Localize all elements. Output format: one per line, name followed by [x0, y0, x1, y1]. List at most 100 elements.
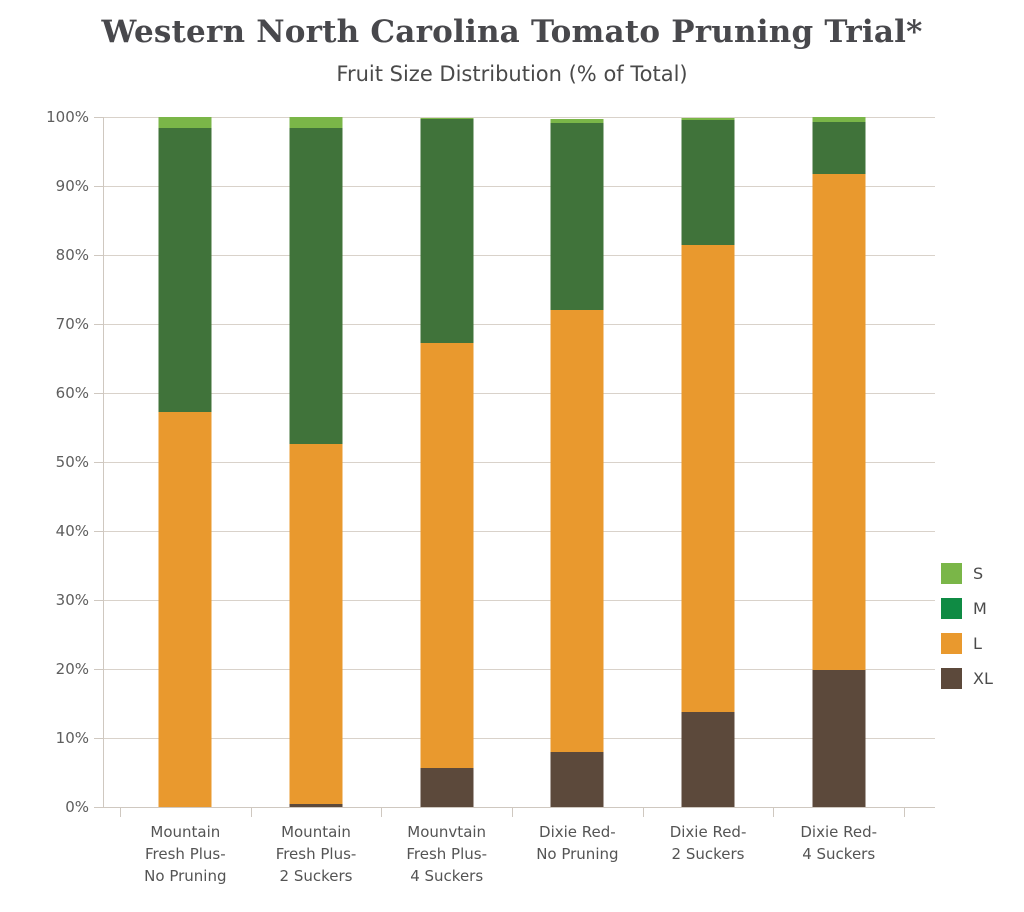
- x-axis-label-line: Mounvtain: [407, 823, 487, 841]
- x-axis-labels: Mountain Fresh Plus- No Pruning Mountain Fre…: [120, 821, 904, 887]
- bar-segment-s: [158, 117, 212, 129]
- x-axis-label-line: Fresh Plus-: [275, 845, 357, 863]
- x-axis-label-line: Dixie Red-: [539, 823, 616, 841]
- x-axis-category-label: Dixie Red- 2 Suckers: [643, 821, 774, 887]
- gridline: [103, 462, 935, 463]
- gridline: [103, 255, 935, 256]
- legend: S M L XL: [941, 563, 993, 703]
- x-axis-category-label: Mountain Fresh Plus- 2 Suckers: [251, 821, 382, 887]
- bar-column: [643, 117, 774, 807]
- bar-column: [773, 117, 904, 807]
- bars-row: [120, 117, 904, 807]
- bar-segment-s: [812, 117, 866, 122]
- gridline: [103, 738, 935, 739]
- legend-swatch-l: [941, 633, 962, 654]
- gridline: [103, 186, 935, 187]
- x-axis-tick: [250, 807, 252, 817]
- chart-subtitle: Fruit Size Distribution (% of Total): [336, 62, 688, 86]
- bar-column: [381, 117, 512, 807]
- bar-segment-m: [289, 128, 343, 445]
- legend-label: S: [973, 564, 984, 583]
- bar-segment-xl: [420, 768, 474, 807]
- bar-segment-l: [420, 342, 474, 769]
- gridline: [103, 117, 935, 118]
- legend-label: XL: [973, 669, 993, 688]
- stacked-bar: [681, 117, 735, 807]
- bar-segment-s: [681, 118, 735, 121]
- bar-segment-l: [812, 174, 866, 671]
- y-axis-tick: [94, 393, 103, 394]
- legend-item-l: L: [941, 633, 993, 654]
- legend-swatch-xl: [941, 668, 962, 689]
- x-axis-label-line: Dixie Red-: [800, 823, 878, 841]
- legend-swatch-s: [941, 563, 962, 584]
- y-axis-tick: [94, 255, 103, 256]
- x-axis-category-label: Mountain Fresh Plus- No Pruning: [120, 821, 251, 887]
- gridline: [103, 324, 935, 325]
- x-axis-label-line: No Pruning: [536, 845, 619, 863]
- y-axis-tick-label: 100%: [46, 108, 89, 126]
- bar-segment-xl: [289, 804, 343, 807]
- x-axis-label-line: Mountain: [150, 823, 221, 841]
- x-axis-tick: [904, 807, 905, 817]
- gridline: [103, 807, 935, 808]
- bar-segment-xl: [550, 751, 604, 807]
- y-axis-tick-label: 50%: [55, 453, 89, 471]
- x-axis-category-label: Mounvtain Fresh Plus- 4 Suckers: [381, 821, 512, 887]
- x-axis-tick: [642, 807, 644, 817]
- x-axis-tick: [512, 807, 513, 817]
- x-axis-category-label: Dixie Red- No Pruning: [512, 821, 643, 887]
- bar-segment-l: [550, 310, 604, 752]
- y-axis-tick: [94, 186, 103, 187]
- bar-segment-s: [550, 119, 604, 123]
- x-axis-label-line: 4 Suckers: [410, 867, 484, 885]
- x-axis-label-line: Fresh Plus-: [406, 845, 487, 863]
- y-axis-tick: [94, 324, 103, 325]
- x-axis-tick: [773, 807, 775, 817]
- bar-segment-m: [812, 121, 866, 175]
- y-axis-tick: [94, 600, 103, 601]
- y-axis-tick-label: 90%: [55, 177, 89, 195]
- chart-title: Western North Carolina Tomato Pruning Tr…: [101, 14, 923, 50]
- legend-label: M: [973, 599, 987, 618]
- x-axis-label-line: 4 Suckers: [802, 845, 876, 863]
- x-axis-label-line: Mountain: [281, 823, 351, 841]
- y-axis-tick-label: 40%: [55, 522, 89, 540]
- x-axis-tick: [120, 807, 121, 817]
- legend-swatch-m: [941, 598, 962, 619]
- stacked-bar: [158, 117, 212, 807]
- stacked-bar: [812, 117, 866, 807]
- y-axis-tick-label: 30%: [55, 591, 89, 609]
- bar-segment-l: [289, 444, 343, 805]
- gridline: [103, 531, 935, 532]
- stacked-bar: [550, 117, 604, 807]
- x-axis-label-line: Dixie Red-: [669, 823, 747, 841]
- bar-column: [512, 117, 643, 807]
- bar-segment-xl: [812, 670, 866, 807]
- bar-column: [120, 117, 251, 807]
- x-axis-label-line: 2 Suckers: [671, 845, 745, 863]
- bar-segment-l: [158, 412, 212, 807]
- stacked-bar: [420, 117, 474, 807]
- bar-segment-m: [550, 122, 604, 311]
- y-axis-tick: [94, 669, 103, 670]
- y-axis-tick: [94, 807, 103, 808]
- bar-segment-xl: [681, 712, 735, 807]
- bar-segment-m: [158, 128, 212, 413]
- y-axis-tick: [94, 462, 103, 463]
- x-axis-category-label: Dixie Red- 4 Suckers: [773, 821, 904, 887]
- bar-column: [251, 117, 382, 807]
- y-axis-tick-label: 80%: [55, 246, 89, 264]
- y-axis-tick-label: 0%: [65, 798, 89, 816]
- x-axis-label-line: No Pruning: [144, 867, 227, 885]
- x-axis-ticks: [120, 807, 905, 817]
- bar-segment-s: [420, 117, 474, 120]
- bar-segment-l: [681, 245, 735, 713]
- y-axis-tick: [94, 738, 103, 739]
- legend-label: L: [973, 634, 982, 653]
- y-axis-tick: [94, 117, 103, 118]
- x-axis-tick: [381, 807, 383, 817]
- gridline: [103, 600, 935, 601]
- bar-segment-m: [681, 120, 735, 246]
